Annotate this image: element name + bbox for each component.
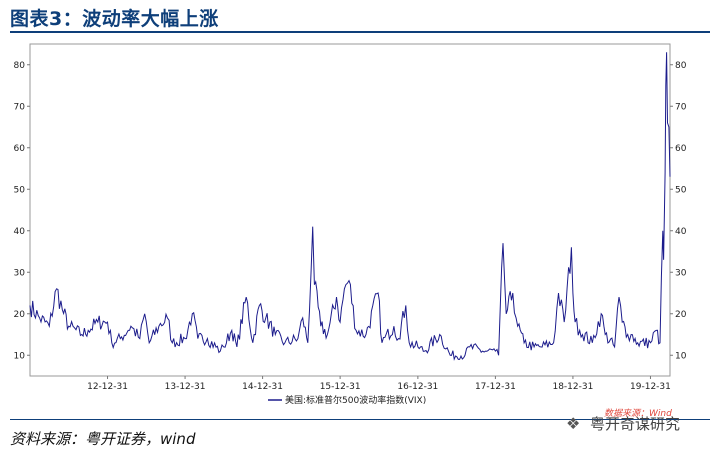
x-axis: 12-12-31 13-12-31 14-12-31 15-12-31 16-12-31… (87, 376, 671, 392)
y-tick-label-left: 20 (14, 310, 26, 320)
footer-rule (10, 419, 710, 420)
y-tick-label-right: 70 (675, 102, 687, 112)
x-tick-label: 13-12-31 (165, 382, 206, 392)
y-tick-label-right: 50 (675, 185, 687, 195)
title-underline (10, 31, 710, 33)
y-tick-label-left: 40 (14, 227, 26, 237)
y-tick-label-right: 60 (675, 144, 687, 154)
y-tick-label-left: 80 (14, 61, 26, 71)
y-tick-label-left: 60 (14, 144, 26, 154)
chart-title: 图表3：波动率大幅上涨 (10, 8, 219, 30)
vix-line-chart: 10 20 30 40 50 60 70 80 10 20 30 40 50 60 70 80 12-12-… (14, 43, 687, 406)
y-tick-label-left: 50 (14, 185, 26, 195)
vix-series-line (29, 52, 671, 361)
y-tick-label-right: 30 (675, 268, 687, 278)
x-tick-label: 14-12-31 (242, 382, 283, 392)
legend: 美国:标准普尔500波动率指数(VIX) (268, 394, 426, 406)
x-tick-label: 12-12-31 (87, 382, 128, 392)
watermark-tag: 数据来源：Wind (604, 409, 672, 419)
y-axis-right: 10 20 30 40 50 60 70 80 (670, 61, 687, 361)
x-tick-label: 17-12-31 (475, 382, 516, 392)
y-tick-label-right: 80 (675, 61, 687, 71)
y-axis-left: 10 20 30 40 50 60 70 80 (14, 61, 30, 361)
y-tick-label-right: 10 (675, 351, 687, 361)
y-tick-label-left: 70 (14, 102, 26, 112)
y-tick-label-right: 20 (675, 310, 687, 320)
x-tick-label: 19-12-31 (630, 382, 671, 392)
x-tick-label: 18-12-31 (552, 382, 593, 392)
watermark-text: 粤开奇谋研究 (590, 415, 681, 433)
wechat-icon: ❖ (566, 414, 581, 433)
x-tick-label: 15-12-31 (320, 382, 361, 392)
y-tick-label-left: 10 (14, 351, 26, 361)
x-tick-label: 16-12-31 (397, 382, 438, 392)
source-note: 资料来源：粤开证券，wind (10, 430, 196, 448)
plot-area-frame (29, 43, 671, 377)
legend-label: 美国:标准普尔500波动率指数(VIX) (285, 394, 426, 406)
y-tick-label-left: 30 (14, 268, 26, 278)
y-tick-label-right: 40 (675, 227, 687, 237)
